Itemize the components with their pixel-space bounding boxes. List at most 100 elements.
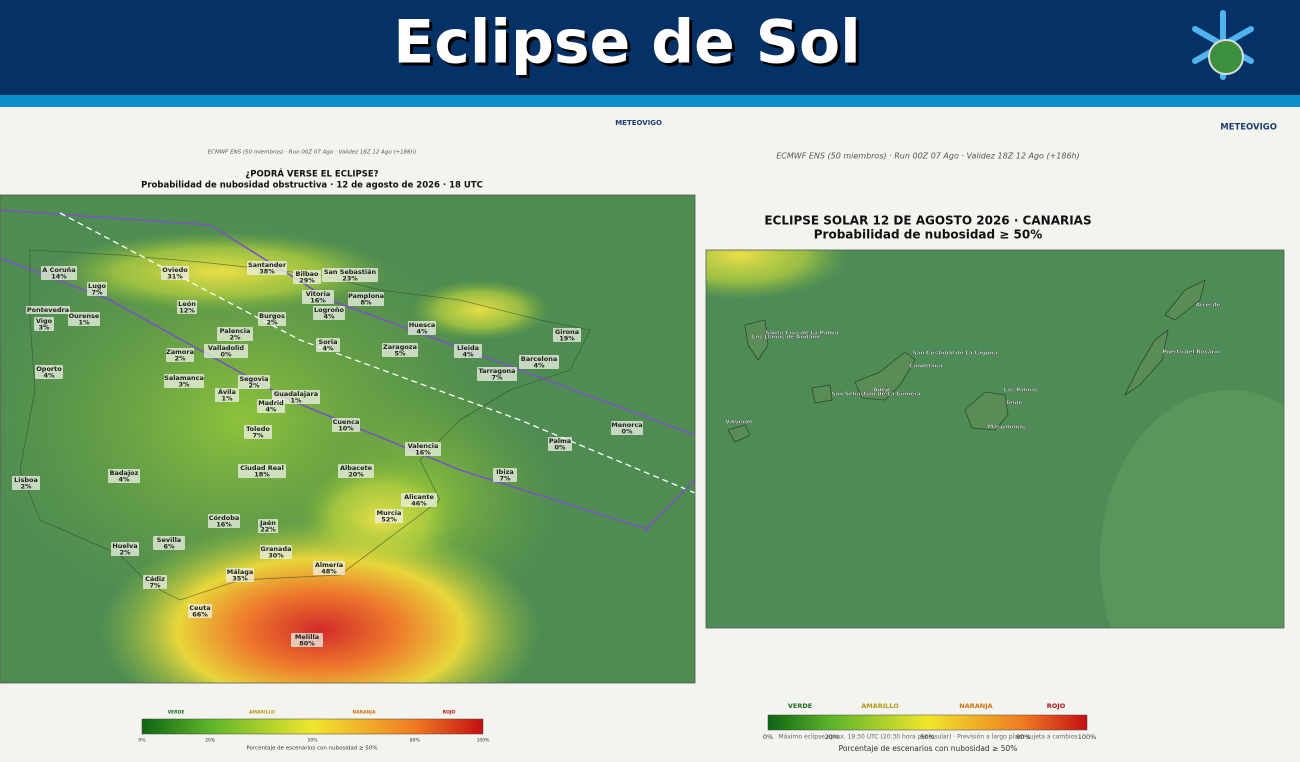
label-box (166, 348, 194, 362)
city-value: 2% (229, 334, 241, 342)
place-label: Puerto del Rosario (1162, 350, 1220, 356)
page-title: Eclipse de Sol (393, 8, 860, 78)
legend-category: VERDE (168, 710, 185, 716)
city-name: Huelva (112, 542, 137, 550)
label-box (208, 514, 240, 528)
label-box (111, 542, 139, 556)
city-name: Burgos (259, 312, 285, 320)
label-box (244, 425, 272, 439)
city-name: Pontevedra (27, 306, 69, 314)
label-box (332, 418, 360, 432)
city-name: Huesca (409, 321, 436, 329)
label-box (493, 468, 517, 482)
city-value: 7% (499, 475, 511, 483)
city-value: 20% (348, 471, 364, 479)
city-value: 0% (554, 444, 566, 452)
colorbar-caption: Porcentaje de escenarios con nubosidad ≥… (246, 746, 377, 752)
place-label: Adeje (873, 388, 891, 394)
legend-category: ROJO (443, 710, 456, 716)
city-name: Ceuta (189, 604, 210, 612)
label-box (408, 321, 436, 335)
city-name: Ibiza (496, 468, 513, 476)
city-value: 35% (232, 575, 248, 583)
label-box (611, 421, 643, 435)
city-name: Vitoria (306, 290, 331, 298)
legend-category: ROJO (1047, 702, 1066, 710)
label-box (548, 437, 572, 451)
label-box (204, 344, 248, 358)
city-name: Oporto (36, 365, 62, 373)
city-name: Lleida (457, 344, 479, 352)
place-label: San Sebastián de La Gomera (831, 391, 920, 398)
source: ECMWF ENS (50 miembros) · Run 00Z 07 Ago… (776, 152, 1080, 161)
city-name: Barcelona (521, 355, 558, 363)
legend-category: NARANJA (959, 702, 992, 710)
colorbar-tick: 50% (307, 738, 318, 744)
label-box (257, 399, 285, 413)
logo (1192, 10, 1254, 80)
city-name: Melilla (295, 633, 319, 641)
city-value: 23% (342, 275, 358, 283)
city-value: 7% (252, 432, 264, 440)
place-label: Las Palmas (1004, 388, 1039, 394)
city-value: 10% (338, 425, 354, 433)
city-name: Albacete (340, 464, 373, 472)
label-box (161, 266, 189, 280)
city-name: Guadalajara (274, 390, 318, 398)
map-subtitle: Probabilidad de nubosidad obstructiva · … (141, 181, 483, 191)
city-name: Segovia (239, 375, 268, 383)
city-name: Bilbao (296, 270, 319, 278)
city-name: Salamanca (164, 374, 204, 382)
city-name: Cádiz (145, 575, 165, 583)
label-box (34, 317, 54, 331)
city-value: 4% (43, 372, 55, 380)
colorbar-tick: 20% (825, 733, 839, 741)
label-box (217, 327, 253, 341)
label-box (313, 561, 345, 575)
legend-category: VERDE (788, 702, 812, 710)
city-value: 3% (178, 381, 190, 389)
place-label: Arrecife (1196, 303, 1221, 309)
label-box (153, 536, 185, 550)
map-title: ECLIPSE SOLAR 12 DE AGOSTO 2026 · CANARI… (764, 214, 1091, 228)
label-box (519, 355, 559, 369)
colorbar-tick: 100% (1078, 733, 1097, 741)
city-name: Girona (555, 328, 579, 336)
label-box (375, 509, 403, 523)
map-title: ¿PODRÁ VERSE EL ECLIPSE? (245, 168, 378, 180)
label-box (143, 575, 167, 589)
city-name: Almería (315, 561, 343, 569)
city-value: 31% (167, 273, 183, 281)
city-name: Logroño (314, 306, 345, 314)
city-name: Ávila (218, 387, 236, 396)
city-name: Zamora (166, 348, 194, 356)
city-value: 4% (533, 362, 545, 370)
city-value: 2% (174, 355, 186, 363)
label-box (41, 266, 77, 280)
label-box (313, 306, 345, 320)
header-bar (0, 0, 1300, 95)
city-value: 8% (360, 299, 372, 307)
brand: METEOVIGO (1220, 123, 1277, 133)
colorbar-note: Máximo eclipse aprox. 19:30 UTC (20:30 h… (778, 734, 1077, 741)
city-value: 16% (216, 521, 232, 529)
city-value: 2% (266, 319, 278, 327)
place-label: Candelaria (909, 364, 943, 370)
label-box (260, 545, 292, 559)
city-name: Córdoba (209, 514, 240, 522)
city-value: 4% (265, 406, 277, 414)
